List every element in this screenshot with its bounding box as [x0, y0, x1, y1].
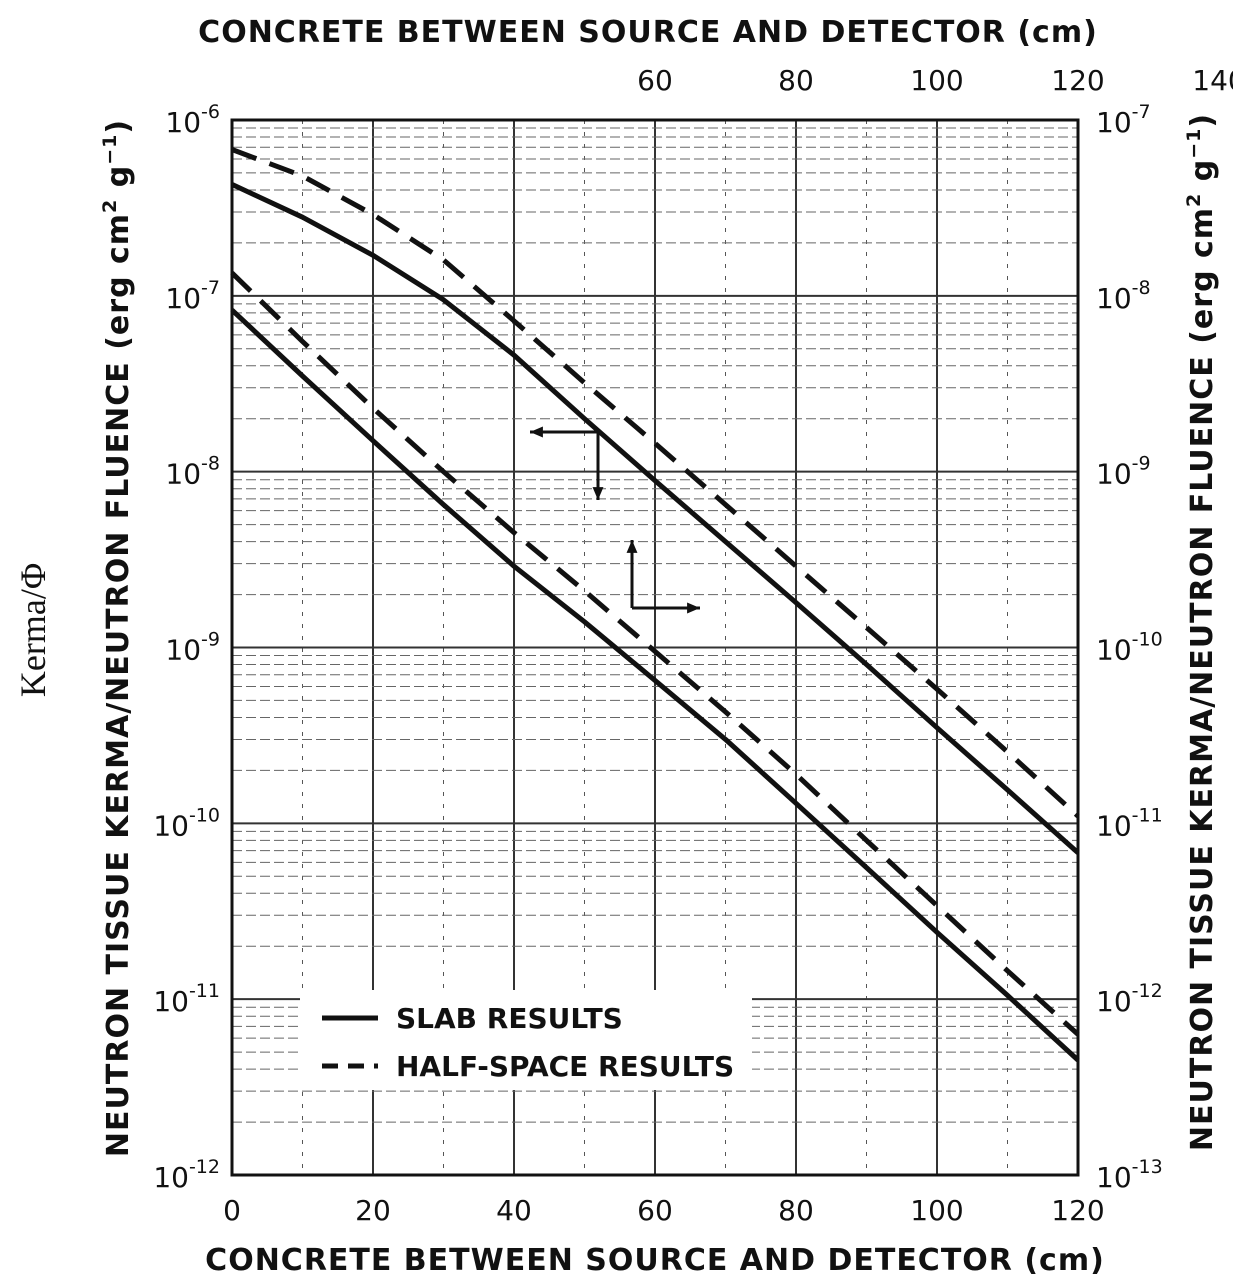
y-axis-title-right-g: g	[1185, 159, 1220, 181]
y-axis-title-left-g: g	[101, 165, 136, 187]
series-line-dashed-bottom-left	[230, 271, 1080, 1037]
y-right-tick-label: 10-11	[1096, 804, 1163, 842]
x-axis-title-top: CONCRETE BETWEEN SOURCE AND DETECTOR (cm…	[198, 15, 1098, 50]
x-top-tick-label: 100	[910, 64, 963, 97]
x-bottom-tick-label: 40	[496, 1194, 532, 1227]
y-axis-title-left-sup2: −1	[99, 134, 121, 165]
y-axis-title-left-sup1: 2	[99, 199, 121, 213]
series-line-solid-bottom-left	[230, 308, 1080, 1062]
x-top-tick-label: 120	[1051, 64, 1104, 97]
y-left-tick-label: 10-8	[165, 453, 220, 491]
series-group	[230, 147, 1080, 1062]
y-axis-title-left-main: NEUTRON TISSUE KERMA/NEUTRON FLUENCE (er…	[101, 213, 136, 1157]
y-axis-title-left-close: )	[101, 119, 136, 134]
legend-label-slab: SLAB RESULTS	[396, 1002, 623, 1035]
arrow-right-head	[687, 602, 700, 614]
y-axis-title-right-sup2: −1	[1183, 128, 1205, 159]
legend: SLAB RESULTS HALF-SPACE RESULTS	[300, 990, 752, 1090]
x-bottom-tick-label: 0	[223, 1194, 241, 1227]
series-line-dashed-top-right	[231, 147, 1080, 818]
x-bottom-tick-label: 60	[637, 1194, 673, 1227]
x-top-tick-label: 80	[778, 64, 814, 97]
x-top-tick-label: 140	[1192, 64, 1233, 97]
kerma-side-label: Kerma/Φ	[13, 563, 53, 697]
y-right-tick-label: 10-7	[1096, 101, 1151, 139]
y-left-tick-label: 10-7	[165, 277, 220, 315]
x-bottom-tick-label: 80	[778, 1194, 814, 1227]
arrow-down-head	[592, 487, 604, 500]
arrow-left-head	[530, 426, 543, 438]
x-bottom-tick-label: 120	[1051, 1194, 1104, 1227]
arrow-up-head	[626, 540, 638, 553]
y-axis-title-right-close: )	[1185, 113, 1220, 128]
y-left-tick-label: 10-12	[153, 1156, 220, 1194]
y-right-tick-label: 10-9	[1096, 453, 1151, 491]
y-left-tick-label: 10-9	[165, 629, 220, 667]
x-top-tick-label: 60	[637, 64, 673, 97]
legend-label-half-space: HALF-SPACE RESULTS	[396, 1050, 734, 1083]
y-axis-title-left: NEUTRON TISSUE KERMA/NEUTRON FLUENCE (er…	[99, 119, 136, 1157]
y-right-tick-label: 10-8	[1096, 277, 1151, 315]
series-line-solid-top-right	[230, 182, 1080, 855]
y-axis-title-left-tail	[101, 187, 136, 198]
x-bottom-tick-label: 20	[355, 1194, 391, 1227]
y-right-tick-label: 10-13	[1096, 1156, 1163, 1194]
y-axis-title-right-sup1: 2	[1183, 193, 1205, 207]
tick-labels: 020406080100120608010012014016018010-121…	[153, 64, 1233, 1227]
y-axis-title-right-tail	[1185, 181, 1220, 192]
y-left-tick-label: 10-6	[165, 101, 220, 139]
y-left-tick-label: 10-11	[153, 980, 220, 1018]
x-bottom-tick-label: 100	[910, 1194, 963, 1227]
x-axis-title-bottom: CONCRETE BETWEEN SOURCE AND DETECTOR (cm…	[205, 1243, 1105, 1278]
plot-frame	[230, 118, 1080, 1177]
y-right-tick-label: 10-10	[1096, 629, 1163, 667]
legend-box	[300, 990, 752, 1090]
y-right-tick-label: 10-12	[1096, 980, 1163, 1018]
y-left-tick-label: 10-10	[153, 804, 220, 842]
annotations	[530, 426, 700, 614]
y-axis-title-right-main: NEUTRON TISSUE KERMA/NEUTRON FLUENCE (er…	[1185, 207, 1220, 1151]
y-axis-title-right: NEUTRON TISSUE KERMA/NEUTRON FLUENCE (er…	[1183, 113, 1220, 1151]
